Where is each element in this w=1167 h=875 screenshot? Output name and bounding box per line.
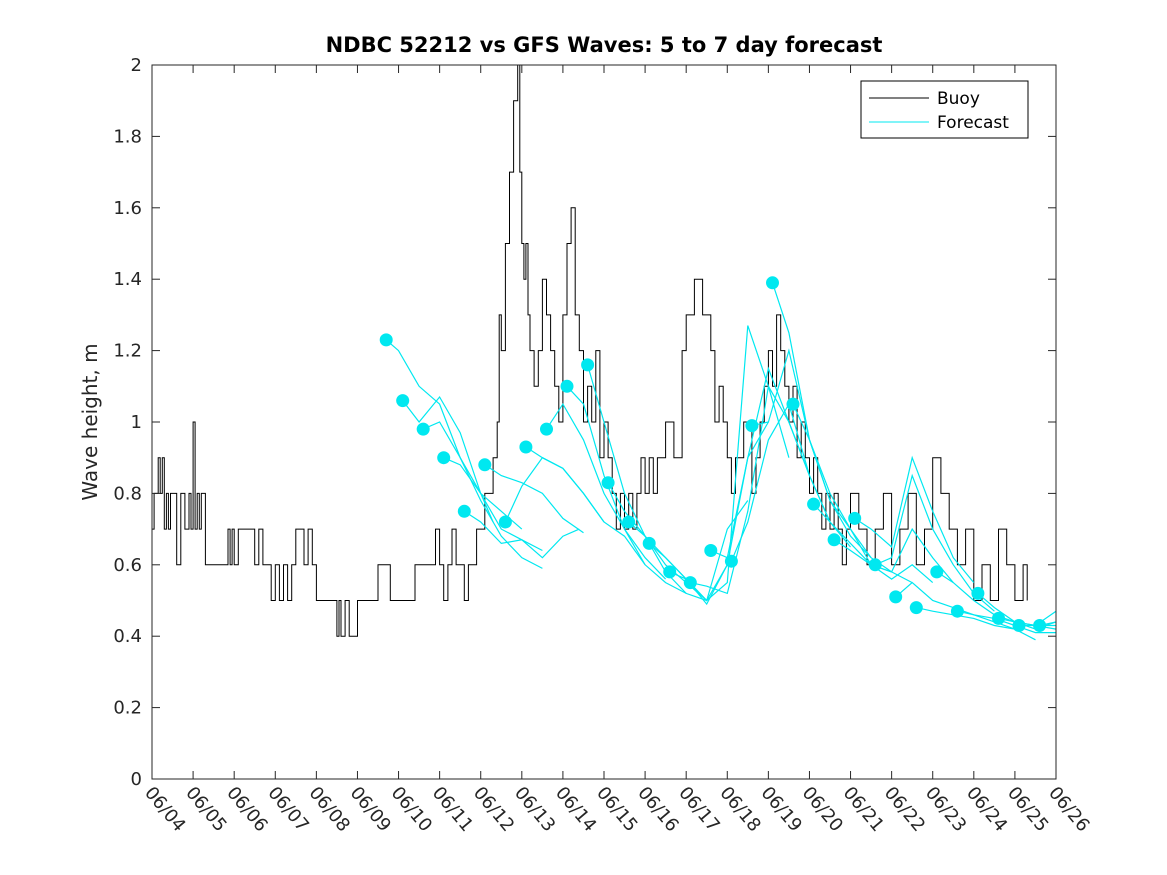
- forecast-start-point: [457, 504, 471, 518]
- y-tick-label: 0.2: [113, 698, 142, 719]
- y-tick-label: 0: [131, 769, 142, 790]
- buoy-series-line: [152, 64, 1028, 637]
- forecast-run-line: [484, 464, 584, 534]
- forecast-run-line: [833, 527, 954, 583]
- forecast-start-point: [683, 576, 697, 590]
- forecast-start-point: [930, 565, 944, 579]
- forecast-start-point: [766, 276, 779, 290]
- y-tick-label: 1: [131, 412, 142, 433]
- chart-title: NDBC 52212 vs GFS Waves: 5 to 7 day fore…: [326, 33, 883, 57]
- forecast-start-point: [848, 511, 862, 525]
- forecast-start-point: [663, 565, 677, 579]
- forecast-start-point: [519, 440, 533, 454]
- y-tick-label: 2: [131, 55, 142, 76]
- forecast-start-point: [889, 590, 903, 604]
- y-tick-label: 0.6: [113, 555, 142, 576]
- y-tick-label: 1.8: [113, 126, 142, 147]
- y-tick-label: 0.4: [113, 626, 142, 647]
- forecast-start-point: [622, 515, 636, 529]
- y-tick-label: 1.4: [113, 269, 142, 290]
- forecast-run-line: [545, 402, 667, 580]
- forecast-start-point: [498, 515, 512, 529]
- legend-forecast-label: Forecast: [937, 113, 1009, 133]
- forecast-run-line: [422, 421, 543, 569]
- forecast-start-point: [807, 497, 821, 511]
- forecast-start-point: [642, 536, 656, 550]
- legend: Buoy Forecast: [860, 80, 1029, 139]
- forecast-start-point: [786, 397, 800, 411]
- forecast-start-point: [581, 358, 595, 372]
- forecast-run-line: [854, 455, 975, 583]
- forecast-run-line: [771, 282, 892, 573]
- forecast-run-line: [402, 395, 523, 530]
- forecast-start-point: [1033, 619, 1047, 632]
- forecast-start-point: [437, 451, 451, 465]
- forecast-start-point: [992, 611, 1005, 625]
- y-tick-label: 1.6: [113, 198, 142, 219]
- legend-box: [860, 80, 1029, 139]
- forecast-start-point: [1012, 619, 1026, 632]
- forecast-start-point: [745, 419, 759, 433]
- forecast-run-line: [566, 385, 687, 594]
- forecast-start-point: [416, 422, 430, 436]
- forecast-start-point: [868, 558, 882, 572]
- forecast-start-point: [971, 586, 985, 600]
- forecast-start-point: [909, 601, 923, 615]
- forecast-start-point: [827, 533, 841, 547]
- forecast-start-point: [601, 476, 615, 490]
- forecast-start-point: [950, 604, 964, 618]
- forecast-start-point: [396, 394, 410, 408]
- forecast-start-point: [379, 333, 393, 347]
- forecast-run-line: [443, 457, 543, 552]
- forecast-run-line: [957, 610, 1056, 634]
- y-tick-label: 1.2: [113, 341, 142, 362]
- forecast-start-point: [540, 422, 553, 436]
- legend-buoy-label: Buoy: [937, 89, 980, 109]
- y-tick-label: 0.8: [113, 483, 142, 504]
- forecast-start-point: [560, 379, 574, 393]
- forecast-start-point: [704, 544, 718, 557]
- forecast-start-point: [724, 554, 738, 568]
- y-axis-label: Wave height, m: [78, 343, 102, 500]
- forecast-run-line: [463, 510, 580, 559]
- plot-area: 00.20.40.60.811.21.41.61.8206/0406/0506/…: [113, 55, 1093, 836]
- forecast-start-point: [478, 458, 492, 472]
- forecast-run-line: [525, 446, 646, 566]
